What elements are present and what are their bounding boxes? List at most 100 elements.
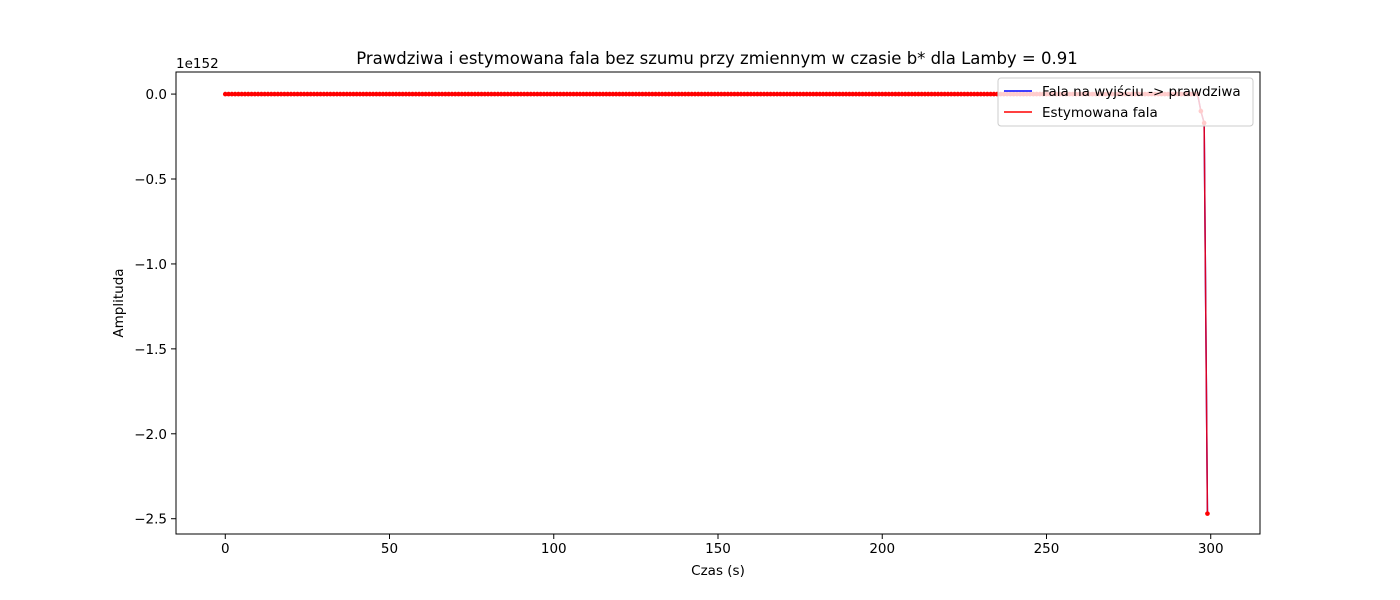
- data-point-estimated: [735, 91, 741, 97]
- data-point-estimated: [965, 91, 970, 97]
- data-point-estimated: [761, 91, 767, 97]
- data-point-estimated: [820, 91, 826, 97]
- data-point-estimated: [245, 91, 251, 97]
- data-point-estimated: [515, 91, 520, 97]
- data-point-estimated: [462, 91, 468, 97]
- data-point-estimated: [985, 91, 990, 97]
- data-point-estimated: [755, 91, 760, 97]
- data-point-estimated: [505, 91, 511, 97]
- y-offset-text: 1e152: [176, 56, 219, 72]
- data-point-estimated: [535, 91, 540, 97]
- data-point-estimated: [390, 91, 396, 97]
- data-point-estimated: [360, 91, 366, 97]
- data-point-estimated: [948, 91, 954, 97]
- data-point-estimated: [906, 91, 911, 97]
- data-point-estimated: [249, 91, 254, 97]
- data-point-estimated: [357, 91, 363, 97]
- data-point-estimated: [604, 91, 609, 97]
- data-point-estimated: [899, 91, 905, 97]
- data-point-estimated: [712, 91, 718, 97]
- data-point-estimated: [866, 91, 872, 97]
- data-point-estimated: [771, 91, 777, 97]
- data-point-estimated: [643, 91, 649, 97]
- data-point-estimated: [324, 91, 330, 97]
- data-point-estimated: [925, 91, 931, 97]
- data-point-estimated: [259, 91, 264, 97]
- data-point-estimated: [311, 91, 317, 97]
- data-point-estimated: [400, 91, 405, 97]
- data-point-estimated: [226, 91, 231, 97]
- data-point-estimated: [709, 91, 714, 97]
- data-point-estimated: [544, 91, 550, 97]
- data-point-estimated: [433, 91, 438, 97]
- data-point-estimated: [952, 91, 957, 97]
- data-point-estimated: [439, 91, 445, 97]
- data-point-estimated: [653, 91, 658, 97]
- data-point-estimated: [774, 91, 780, 97]
- data-point-estimated: [285, 91, 290, 97]
- data-point-estimated: [594, 91, 599, 97]
- data-point-estimated: [942, 91, 947, 97]
- data-point-estimated: [318, 91, 323, 97]
- data-point-estimated: [282, 91, 287, 97]
- data-point-estimated: [787, 91, 793, 97]
- data-point-estimated: [351, 91, 356, 97]
- data-point-estimated: [561, 91, 566, 97]
- data-point-estimated: [531, 91, 537, 97]
- data-point-estimated: [692, 91, 698, 97]
- data-point-estimated: [479, 91, 484, 97]
- x-tick-label: 100: [541, 541, 567, 557]
- data-point-estimated: [722, 91, 727, 97]
- data-point-estimated: [232, 91, 238, 97]
- data-point-estimated: [768, 91, 773, 97]
- data-point-estimated: [837, 91, 842, 97]
- legend-label-true: Fala na wyjściu -> prawdziwa: [1042, 84, 1241, 100]
- data-point-estimated: [314, 91, 320, 97]
- data-point-estimated: [870, 91, 875, 97]
- data-point-estimated: [728, 91, 734, 97]
- x-tick-label: 300: [1198, 541, 1224, 557]
- data-point-estimated: [676, 91, 681, 97]
- data-point-estimated: [955, 91, 961, 97]
- data-point-estimated: [833, 91, 839, 97]
- data-point-estimated: [807, 91, 813, 97]
- data-point-estimated: [686, 91, 691, 97]
- data-point-estimated: [860, 91, 865, 97]
- data-point-estimated: [968, 91, 974, 97]
- x-tick-label: 250: [1034, 541, 1060, 557]
- x-axis-label: Czas (s): [691, 563, 745, 579]
- data-point-estimated: [853, 91, 859, 97]
- data-point-estimated: [502, 91, 507, 97]
- data-point-estimated: [426, 91, 432, 97]
- data-point-estimated: [341, 91, 346, 97]
- data-point-estimated: [492, 91, 497, 97]
- data-point-estimated: [485, 91, 491, 97]
- y-tick-label: −0.5: [134, 172, 167, 188]
- data-point-estimated: [268, 91, 274, 97]
- data-point-estimated: [679, 91, 685, 97]
- data-point-estimated: [558, 91, 563, 97]
- data-point-estimated: [364, 91, 369, 97]
- data-point-estimated: [295, 91, 300, 97]
- data-point-estimated: [896, 91, 901, 97]
- data-point-estimated: [640, 91, 645, 97]
- data-point-estimated: [610, 91, 616, 97]
- data-point-estimated: [939, 91, 944, 97]
- data-point-estimated: [778, 91, 783, 97]
- data-point-estimated: [935, 91, 941, 97]
- data-point-estimated: [617, 91, 622, 97]
- data-point-estimated: [518, 91, 524, 97]
- data-point-estimated: [528, 91, 534, 97]
- data-point-estimated: [423, 91, 428, 97]
- data-point-estimated: [732, 91, 737, 97]
- data-point-estimated: [403, 91, 409, 97]
- y-tick-label: −2.0: [134, 427, 167, 443]
- data-point-estimated: [288, 91, 294, 97]
- data-point-estimated: [581, 91, 586, 97]
- legend: Fala na wyjściu -> prawdziwa Estymowana …: [997, 77, 1254, 127]
- data-point-estimated: [682, 91, 688, 97]
- x-tick-label: 0: [221, 541, 230, 557]
- data-point-estimated: [469, 91, 474, 97]
- data-point-estimated: [265, 91, 271, 97]
- data-point-estimated: [636, 91, 642, 97]
